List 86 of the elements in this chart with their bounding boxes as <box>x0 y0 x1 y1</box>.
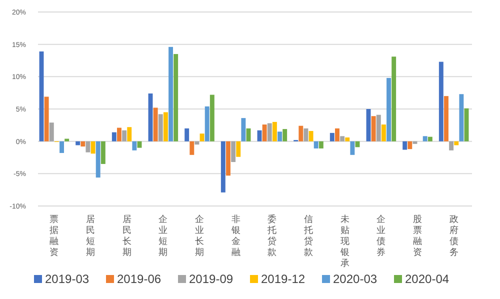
bar <box>444 96 448 142</box>
bar <box>340 136 345 142</box>
x-tick-label: 居民长期 <box>122 214 132 257</box>
x-tick-label: 企业债券 <box>376 214 386 257</box>
bar <box>39 51 44 142</box>
bar <box>335 128 340 142</box>
bar <box>267 123 272 142</box>
x-tick-label: 非银金融 <box>230 214 240 257</box>
bar <box>449 141 454 150</box>
bar <box>376 114 381 142</box>
bar <box>386 78 391 142</box>
bar <box>459 94 464 142</box>
bar <box>392 56 396 142</box>
bar <box>412 141 418 144</box>
legend-label: 2019-09 <box>189 272 234 286</box>
bar <box>127 127 132 142</box>
bar <box>210 94 214 142</box>
bar <box>194 141 200 145</box>
legend-label: 2019-12 <box>261 272 306 286</box>
bar <box>298 126 304 142</box>
bar <box>428 136 432 142</box>
bar <box>190 141 194 155</box>
x-tick-label: 企业长期 <box>195 214 204 257</box>
bar <box>371 116 376 142</box>
bar <box>231 141 236 162</box>
bar <box>318 141 324 148</box>
bar <box>350 141 355 155</box>
bar <box>100 141 106 164</box>
bar <box>122 130 127 142</box>
bar <box>272 122 277 142</box>
bar <box>345 137 350 142</box>
bar <box>304 128 308 142</box>
bar <box>137 141 142 148</box>
x-tick-label: 票据融资 <box>50 214 59 257</box>
bar <box>220 141 226 192</box>
bar <box>366 109 371 142</box>
bar <box>204 106 210 142</box>
bar <box>80 141 86 147</box>
bar <box>174 54 178 142</box>
bar <box>148 93 153 142</box>
bar <box>96 141 100 178</box>
legend-label: 2020-04 <box>405 272 450 286</box>
x-tick-label: 政府债务 <box>449 214 458 257</box>
x-tick-label: 委托贷款 <box>266 214 277 257</box>
legend-label: 2019-03 <box>45 272 90 286</box>
bar <box>86 141 90 152</box>
bar <box>49 122 54 142</box>
x-tick-label: 居民短期 <box>86 214 95 257</box>
bar <box>282 129 288 142</box>
bar <box>76 141 80 146</box>
bar <box>112 132 116 142</box>
x-tick-label: 信托贷款 <box>303 214 313 257</box>
bar <box>44 96 49 142</box>
bar <box>90 141 96 154</box>
bar <box>246 128 251 142</box>
bar <box>200 134 204 142</box>
bar <box>408 141 412 150</box>
x-tick-label: 企业短期 <box>158 214 168 257</box>
bar <box>132 141 137 150</box>
bar <box>454 141 459 146</box>
bar <box>153 108 158 142</box>
bar <box>262 124 267 142</box>
bar <box>314 141 318 148</box>
bar <box>464 108 469 142</box>
bar <box>236 141 241 157</box>
legend-label: 2020-03 <box>333 272 378 286</box>
bar <box>163 112 168 142</box>
bar <box>381 124 386 142</box>
legend-label: 2019-06 <box>117 272 162 286</box>
bar <box>226 141 230 176</box>
bar <box>402 141 408 150</box>
x-tick-label: 股票融资 <box>413 214 422 257</box>
bar <box>64 138 70 142</box>
bar <box>308 130 314 142</box>
bar <box>60 141 64 153</box>
bar <box>330 132 334 142</box>
bar <box>278 132 282 142</box>
bar <box>117 128 122 142</box>
bar <box>438 62 444 142</box>
bar <box>241 118 246 142</box>
bar <box>257 130 262 142</box>
bar <box>158 114 163 142</box>
bar <box>184 128 190 142</box>
bar <box>422 136 428 142</box>
bar <box>168 46 173 142</box>
x-tick-label: 未贴现银承 <box>339 214 350 268</box>
